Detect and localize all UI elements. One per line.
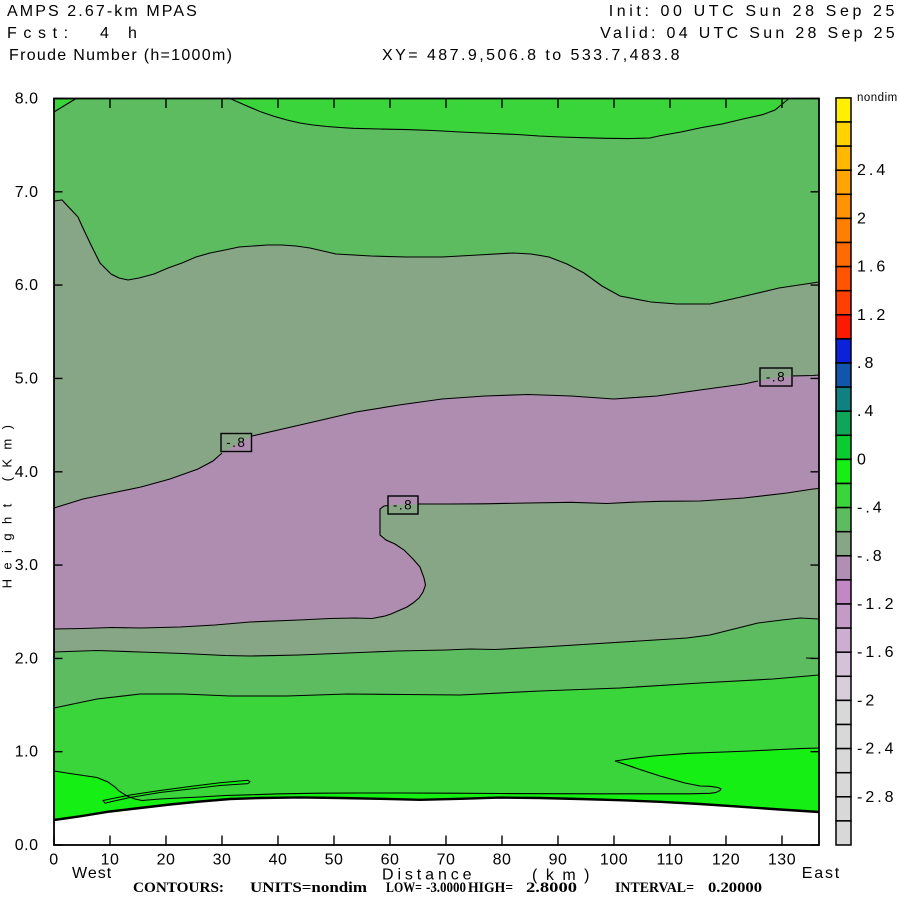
svg-text:0.20000: 0.20000 bbox=[708, 880, 762, 896]
svg-text:60: 60 bbox=[381, 852, 400, 869]
svg-text:(km): (km) bbox=[532, 867, 598, 884]
svg-text:-2.8: -2.8 bbox=[857, 789, 897, 806]
svg-text:1.6: 1.6 bbox=[857, 259, 888, 276]
svg-text:.8: .8 bbox=[857, 355, 876, 372]
svg-text:LOW=: LOW= bbox=[386, 880, 422, 896]
svg-text:AMPS 2.67-km MPAS: AMPS 2.67-km MPAS bbox=[7, 3, 199, 20]
svg-text:4: 4 bbox=[100, 25, 109, 42]
svg-text:40: 40 bbox=[269, 852, 288, 869]
svg-text:Valid: 04 UTC Sun 28 Sep 25: Valid: 04 UTC Sun 28 Sep 25 bbox=[600, 25, 898, 42]
svg-text:110: 110 bbox=[656, 852, 683, 869]
svg-text:2.4: 2.4 bbox=[857, 162, 888, 179]
svg-text:-.4: -.4 bbox=[857, 500, 885, 517]
svg-text:-.8: -.8 bbox=[766, 370, 786, 385]
svg-text:1.0: 1.0 bbox=[15, 744, 39, 761]
svg-text:East: East bbox=[802, 865, 841, 882]
svg-text:100: 100 bbox=[600, 852, 628, 869]
svg-text:h: h bbox=[128, 25, 137, 42]
svg-text:Fcst:: Fcst: bbox=[7, 25, 75, 42]
svg-text:50: 50 bbox=[325, 852, 344, 869]
svg-text:70: 70 bbox=[437, 852, 456, 869]
svg-text:6.0: 6.0 bbox=[15, 277, 39, 294]
svg-text:Froude Number (h=1000m): Froude Number (h=1000m) bbox=[9, 47, 233, 64]
svg-text:5.0: 5.0 bbox=[15, 370, 39, 387]
svg-text:3.0: 3.0 bbox=[15, 557, 39, 574]
svg-text:CONTOURS:: CONTOURS: bbox=[133, 880, 224, 896]
svg-text:UNITS=nondim: UNITS=nondim bbox=[250, 880, 368, 896]
svg-text:Height (Km): Height (Km) bbox=[0, 416, 15, 589]
svg-text:0: 0 bbox=[857, 451, 869, 468]
svg-text:130: 130 bbox=[768, 852, 796, 869]
svg-text:-2: -2 bbox=[857, 692, 877, 709]
svg-text:XY= 487.9,506.8 to 533.7,483.8: XY= 487.9,506.8 to 533.7,483.8 bbox=[382, 47, 682, 64]
svg-text:0: 0 bbox=[49, 852, 58, 869]
svg-text:8.0: 8.0 bbox=[15, 91, 39, 108]
svg-text:nondim: nondim bbox=[857, 92, 898, 104]
svg-text:10: 10 bbox=[101, 852, 120, 869]
svg-text:Distance: Distance bbox=[382, 867, 475, 884]
svg-text:-.8: -.8 bbox=[393, 498, 413, 513]
svg-text:20: 20 bbox=[157, 852, 176, 869]
svg-text:80: 80 bbox=[493, 852, 512, 869]
svg-text:-3.0000: -3.0000 bbox=[426, 880, 466, 896]
svg-text:West: West bbox=[72, 865, 112, 882]
svg-text:HIGH=: HIGH= bbox=[468, 880, 513, 896]
svg-text:7.0: 7.0 bbox=[15, 184, 39, 201]
svg-text:120: 120 bbox=[712, 852, 740, 869]
svg-text:-1.2: -1.2 bbox=[857, 596, 897, 613]
svg-text:INTERVAL=: INTERVAL= bbox=[615, 880, 694, 896]
svg-text:2: 2 bbox=[857, 210, 869, 227]
svg-text:90: 90 bbox=[549, 852, 568, 869]
svg-text:-1.6: -1.6 bbox=[857, 644, 897, 661]
svg-text:-.8: -.8 bbox=[857, 548, 885, 565]
svg-text:4.0: 4.0 bbox=[15, 464, 39, 481]
svg-text:30: 30 bbox=[213, 852, 232, 869]
svg-text:2.8000: 2.8000 bbox=[526, 880, 577, 896]
svg-text:1.2: 1.2 bbox=[857, 307, 888, 324]
svg-text:Init: 00 UTC Sun 28 Sep 25: Init: 00 UTC Sun 28 Sep 25 bbox=[609, 3, 898, 20]
svg-text:0.0: 0.0 bbox=[15, 837, 39, 854]
svg-text:2.0: 2.0 bbox=[15, 650, 39, 667]
svg-text:-2.4: -2.4 bbox=[857, 741, 897, 758]
svg-text:-.8: -.8 bbox=[226, 435, 246, 450]
svg-text:.4: .4 bbox=[857, 403, 876, 420]
